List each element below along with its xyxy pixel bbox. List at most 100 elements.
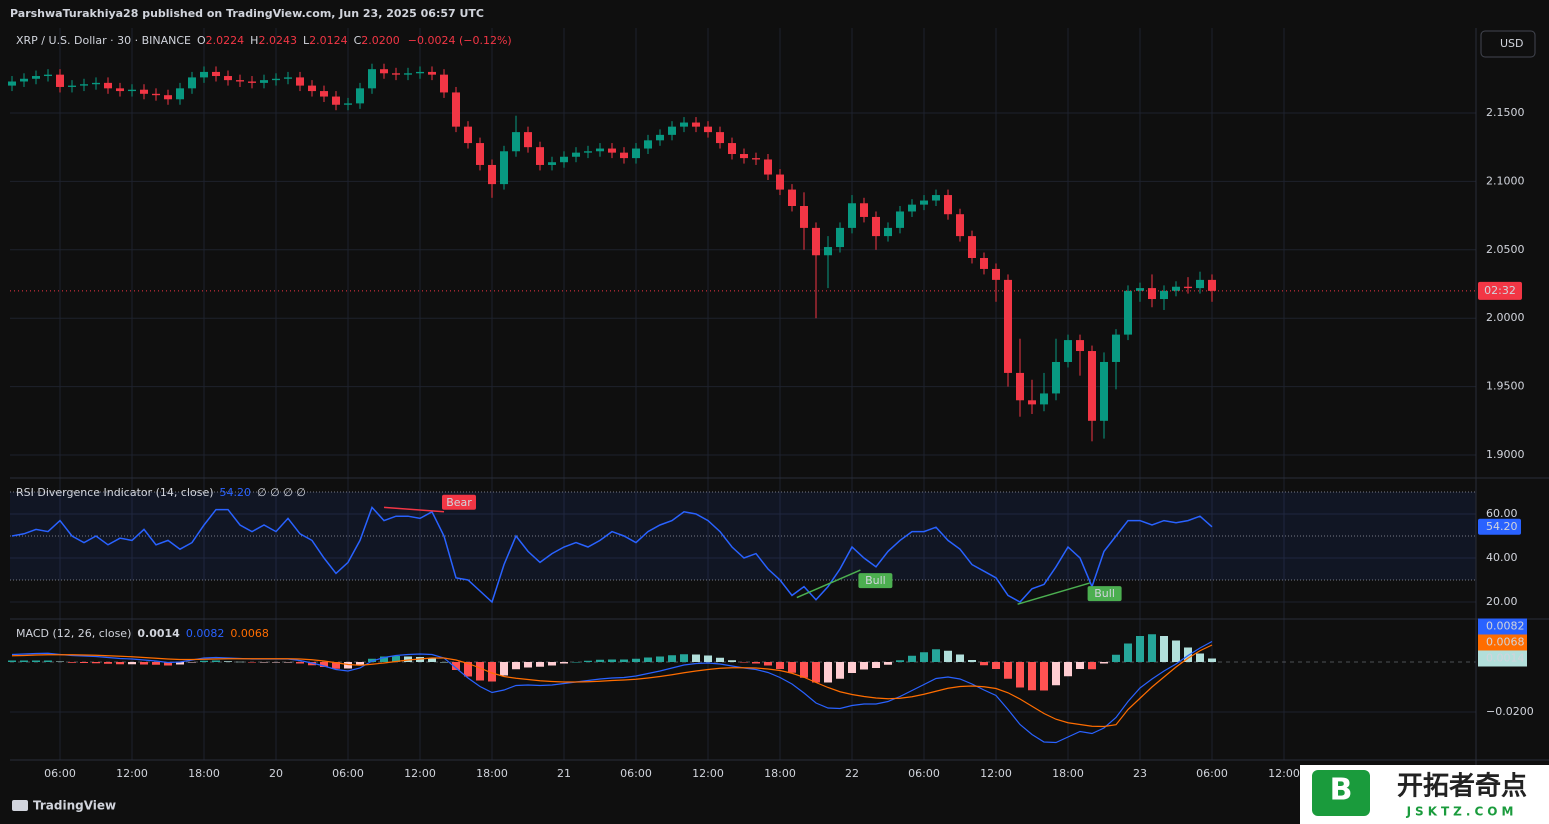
candle-body	[704, 126, 713, 133]
y-tick-label: 1.9000	[1486, 448, 1525, 461]
histogram-bar	[320, 662, 329, 667]
histogram-bar	[860, 662, 869, 670]
histogram-bar	[1088, 662, 1097, 670]
macd-value-label: 0.0014	[1486, 652, 1525, 665]
candle-body	[332, 96, 341, 105]
low-value: 2.0124	[309, 34, 348, 47]
candle-body	[968, 236, 977, 258]
candle-body	[824, 247, 833, 256]
currency-button[interactable]	[1480, 30, 1536, 58]
candle-body	[944, 195, 953, 215]
histogram-bar	[164, 662, 173, 666]
histogram-bar	[1208, 658, 1217, 662]
histogram-bar	[716, 657, 725, 662]
y-tick-label: 2.1000	[1486, 174, 1525, 187]
candle-body	[1196, 279, 1205, 289]
open-value: 2.0224	[206, 34, 245, 47]
histogram-bar	[572, 662, 581, 663]
histogram-bar	[1052, 662, 1061, 686]
candle-body	[1088, 351, 1097, 421]
histogram-bar	[1124, 643, 1133, 662]
countdown: 02:32	[1484, 284, 1516, 297]
x-tick-label: 12:00	[404, 767, 436, 780]
x-tick-label: 23	[1133, 767, 1147, 780]
candle-body	[572, 152, 581, 157]
candle-body	[1160, 290, 1169, 300]
histogram-bar	[452, 662, 461, 670]
histogram-bar	[44, 660, 53, 662]
histogram-bar	[536, 662, 545, 667]
histogram-bar	[680, 654, 689, 662]
histogram-bar	[608, 659, 617, 662]
candle-body	[1052, 361, 1061, 394]
macd-title: MACD (12, 26, close)	[16, 627, 131, 640]
histogram-bar	[296, 662, 305, 664]
histogram-bar	[812, 662, 821, 683]
histogram-bar	[1196, 653, 1205, 662]
histogram-bar	[404, 656, 413, 662]
histogram-bar	[116, 662, 125, 665]
candle-body	[320, 91, 329, 97]
y-tick-label: 20.00	[1486, 595, 1518, 608]
histogram-bar	[620, 659, 629, 662]
histogram-bar	[200, 660, 209, 662]
x-tick-label: 12:00	[692, 767, 724, 780]
candle-body	[752, 158, 761, 160]
rsi-legend: RSI Divergence Indicator (14, close) 54.2…	[16, 486, 306, 499]
histogram-bar	[584, 660, 593, 662]
histogram-bar	[632, 658, 641, 662]
candle-body	[404, 73, 413, 75]
candle-body	[392, 73, 401, 75]
x-tick-label: 18:00	[476, 767, 508, 780]
footer	[0, 790, 1549, 824]
histogram-bar	[548, 662, 557, 666]
y-tick-label: 2.0500	[1486, 243, 1525, 256]
brand-logo	[12, 800, 28, 811]
histogram-bar	[1112, 654, 1121, 662]
candle-body	[800, 206, 809, 228]
divergence-badge	[442, 494, 477, 510]
histogram-bar	[440, 662, 449, 663]
histogram-bar	[1040, 662, 1049, 691]
rsi-current-box	[1478, 518, 1521, 535]
histogram-bar	[920, 652, 929, 662]
histogram-bar	[512, 662, 521, 670]
candle-body	[836, 227, 845, 248]
candle-body	[1076, 340, 1085, 352]
histogram-bar	[212, 660, 221, 662]
candle-body	[176, 88, 185, 100]
candle-body	[644, 140, 653, 149]
candle-body	[440, 74, 449, 93]
close-label: C	[354, 34, 362, 47]
y-tick-label: 2.1500	[1486, 106, 1525, 119]
rsi-title: RSI Divergence Indicator (14, close)	[16, 486, 214, 499]
candle-body	[464, 126, 473, 144]
candle-body	[728, 143, 737, 155]
histogram-bar	[104, 662, 113, 664]
candle-body	[992, 268, 1001, 280]
histogram-bar	[1184, 647, 1193, 662]
y-tick-label: 1.9500	[1486, 380, 1525, 393]
x-tick-label: 06:00	[908, 767, 940, 780]
histogram-bar	[824, 662, 833, 683]
signal-current: 0.0068	[230, 627, 269, 640]
histogram-bar	[68, 662, 77, 663]
grid-layer	[10, 28, 1476, 760]
histogram-bar	[92, 662, 101, 664]
divergence-label: Bear	[446, 496, 472, 509]
candle-body	[56, 74, 65, 87]
histogram-bar	[752, 662, 761, 664]
currency[interactable]: USD	[1500, 37, 1524, 50]
histogram-bar	[704, 655, 713, 662]
macd-line	[11, 644, 1213, 728]
x-tick-label: 12:00	[1268, 767, 1300, 780]
y-tick-label: 60.00	[1486, 507, 1518, 520]
macd-legend: MACD (12, 26, close) 0.0014 0.0082 0.0068	[16, 627, 269, 640]
histogram-bar	[152, 662, 161, 665]
close-value: 2.0200	[361, 34, 400, 47]
x-tick-label: 06:00	[44, 767, 76, 780]
change: −0.0024 (−0.12%)	[408, 34, 512, 47]
candle-body	[212, 71, 221, 77]
candle-body	[1184, 286, 1193, 289]
candle-body	[848, 203, 857, 228]
